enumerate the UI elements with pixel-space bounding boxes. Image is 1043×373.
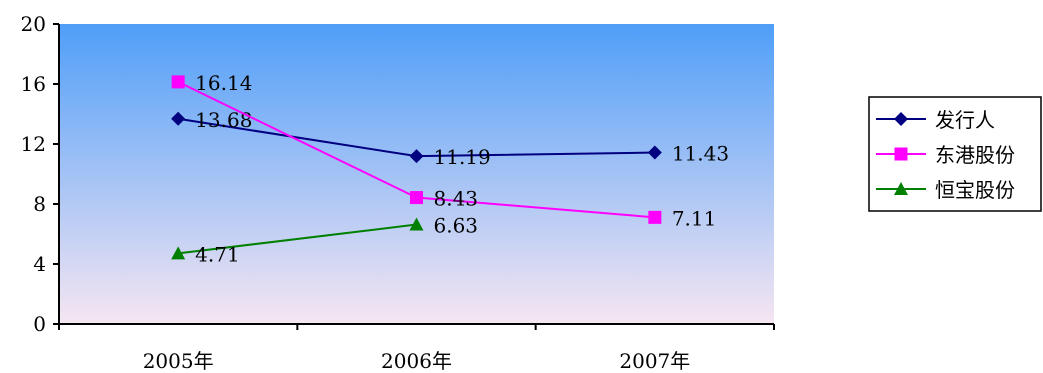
y-tick-label: 8 (33, 192, 46, 216)
x-tick-label: 2007年 (619, 349, 690, 373)
legend-item-1: 东港股份 (876, 143, 1015, 167)
series-1: 16.14 8.43 7.11 (171, 71, 717, 230)
data-label: 4.71 (195, 242, 240, 266)
series-2: 4.71 6.63 (171, 214, 479, 266)
data-point (648, 210, 662, 224)
plot-area (59, 24, 774, 324)
axes: 0 4 8 12 16 20 2005年 2006年 2007年 (21, 12, 775, 373)
data-point (171, 75, 185, 89)
legend-item-0: 发行人 (876, 108, 995, 132)
legend-marker (894, 182, 908, 195)
legend-label: 东港股份 (935, 143, 1015, 167)
data-point (410, 191, 423, 205)
data-point (171, 111, 186, 126)
data-label: 13.68 (195, 108, 252, 132)
data-label: 16.14 (195, 71, 252, 95)
data-label: 8.43 (434, 187, 479, 211)
series-line (178, 223, 417, 255)
x-tick-label: 2006年 (381, 349, 452, 373)
legend-marker (894, 112, 908, 126)
data-label: 11.43 (672, 142, 729, 166)
legend-marker (894, 147, 908, 161)
data-point (171, 246, 186, 260)
y-tick-label: 4 (33, 252, 46, 276)
data-point (409, 149, 424, 164)
y-tick-label: 16 (21, 72, 46, 96)
data-point (647, 145, 662, 160)
legend-item-2: 恒宝股份 (876, 178, 1015, 202)
y-tick-label: 12 (21, 132, 46, 156)
data-label: 11.19 (434, 145, 491, 169)
series-0: 13.68 11.19 11.43 (171, 108, 729, 169)
data-label: 7.11 (672, 206, 717, 230)
y-tick-label: 0 (33, 312, 46, 336)
series-layer: 13.68 11.19 11.43 16.14 8.43 7.11 4.71 6.63 (171, 71, 729, 266)
legend-label: 发行人 (935, 108, 995, 132)
x-tick-label: 2005年 (143, 349, 214, 373)
y-tick-label: 20 (21, 12, 46, 36)
data-label: 6.63 (434, 214, 479, 238)
data-point (409, 217, 424, 231)
legend-label: 恒宝股份 (935, 178, 1015, 202)
